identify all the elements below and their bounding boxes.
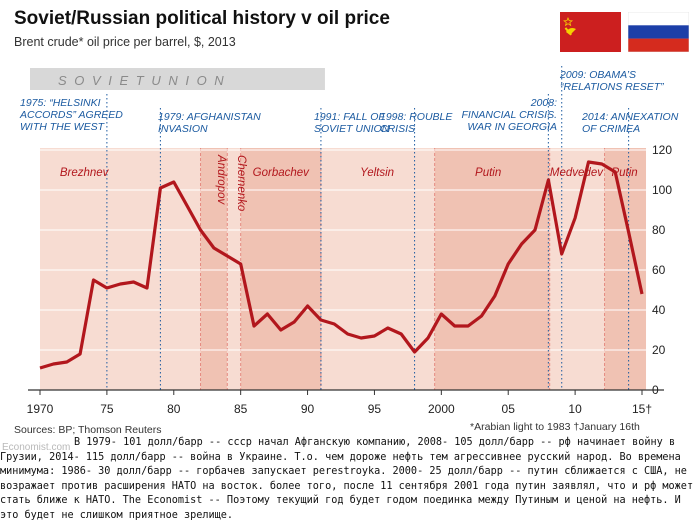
annotation-text: OF CRIMEA bbox=[582, 123, 640, 135]
annotation-text: 2008: bbox=[530, 97, 557, 109]
chart-subtitle: Brent crude* oil price per barrel, $, 20… bbox=[14, 35, 236, 49]
annotation-text: FINANCIAL CRISIS. bbox=[462, 109, 558, 121]
leader-band bbox=[604, 148, 647, 390]
leader-band bbox=[320, 148, 435, 390]
x-tick-label: 90 bbox=[301, 402, 315, 416]
gridlines bbox=[28, 149, 664, 391]
y-tick-label: 0 bbox=[652, 383, 659, 397]
soviet-union-label: S O V I E T U N I O N bbox=[58, 73, 226, 88]
leader-label: Putin bbox=[475, 167, 501, 179]
leader-label: Yeltsin bbox=[360, 167, 394, 179]
annotation-text: 1991: FALL OF bbox=[314, 111, 385, 123]
leader-band bbox=[549, 148, 605, 390]
soviet-union-bar bbox=[30, 68, 325, 90]
annotation-text: WITH THE WEST bbox=[20, 121, 106, 133]
annotation-text: 1998: ROUBLE bbox=[380, 111, 453, 123]
x-tick-label: 95 bbox=[368, 402, 382, 416]
oil-price-chart: S O V I E T U N I O N 1975: “HELSINKIACC… bbox=[19, 66, 679, 416]
watermark: Economist.com bbox=[2, 442, 71, 453]
annotation-text: ACCORDS” AGREED bbox=[19, 109, 123, 121]
leader-label: Putin bbox=[611, 167, 637, 179]
x-tick-label: 80 bbox=[167, 402, 181, 416]
footnote: *Arabian light to 1983 †January 16th bbox=[470, 421, 640, 433]
leader-label: Chernenko bbox=[235, 155, 247, 212]
y-tick-label: 60 bbox=[652, 263, 666, 277]
annotation-text: SOVIET UNION bbox=[314, 123, 390, 135]
leader-label: Medvedev bbox=[550, 167, 604, 179]
leader-bands bbox=[40, 148, 647, 390]
russia-flag-icon bbox=[628, 12, 689, 52]
x-tick-label: 05 bbox=[502, 402, 516, 416]
leader-band bbox=[240, 148, 321, 390]
annotation-text: “RELATIONS RESET” bbox=[560, 81, 664, 93]
x-tick-label: 10 bbox=[568, 402, 582, 416]
annotation-text: CRISIS bbox=[380, 123, 415, 135]
y-tick-label: 100 bbox=[652, 183, 672, 197]
annotation-text: WAR IN GEORGIA bbox=[467, 121, 557, 133]
leader-band bbox=[227, 148, 241, 390]
annotation-text: 2014: ANNEXATION bbox=[581, 111, 679, 123]
leader-label: Andropov bbox=[215, 154, 227, 205]
annotation-text: INVASION bbox=[158, 123, 208, 135]
annotation-text: 2009: OBAMA’S bbox=[559, 69, 636, 81]
annotation-text: 1979: AFGHANISTAN bbox=[158, 111, 261, 123]
x-tick-label: 85 bbox=[234, 402, 248, 416]
y-tick-label: 20 bbox=[652, 343, 666, 357]
caption-text: В 1979- 101 долл/барр -- ссср начал Афга… bbox=[0, 437, 694, 521]
leader-label: Brezhnev bbox=[60, 167, 110, 179]
annotation-text: 1975: “HELSINKI bbox=[20, 97, 101, 109]
leader-labels: Brezhnev Andropov Chernenko Gorbachev Yeltsi… bbox=[60, 154, 638, 212]
x-tick-label: 15† bbox=[632, 402, 652, 416]
x-tick-label: 1970 bbox=[27, 402, 54, 416]
leader-band bbox=[434, 148, 550, 390]
x-tick-label: 75 bbox=[100, 402, 114, 416]
y-tick-label: 80 bbox=[652, 223, 666, 237]
y-axis-ticks: 0 20 40 60 80 100 120 bbox=[652, 143, 672, 397]
leader-label: Gorbachev bbox=[253, 167, 311, 179]
x-tick-label: 2000 bbox=[428, 402, 455, 416]
sources-note: Sources: BP; Thomson Reuters bbox=[14, 424, 162, 436]
x-axis-ticks: 1970 75 80 85 90 95 2000 05 10 15† bbox=[27, 390, 652, 416]
series-line bbox=[39, 160, 644, 370]
y-tick-label: 40 bbox=[652, 303, 666, 317]
y-tick-label: 120 bbox=[652, 143, 672, 157]
chart-title: Soviet/Russian political history v oil p… bbox=[14, 8, 390, 29]
ussr-flag-icon bbox=[560, 12, 621, 52]
